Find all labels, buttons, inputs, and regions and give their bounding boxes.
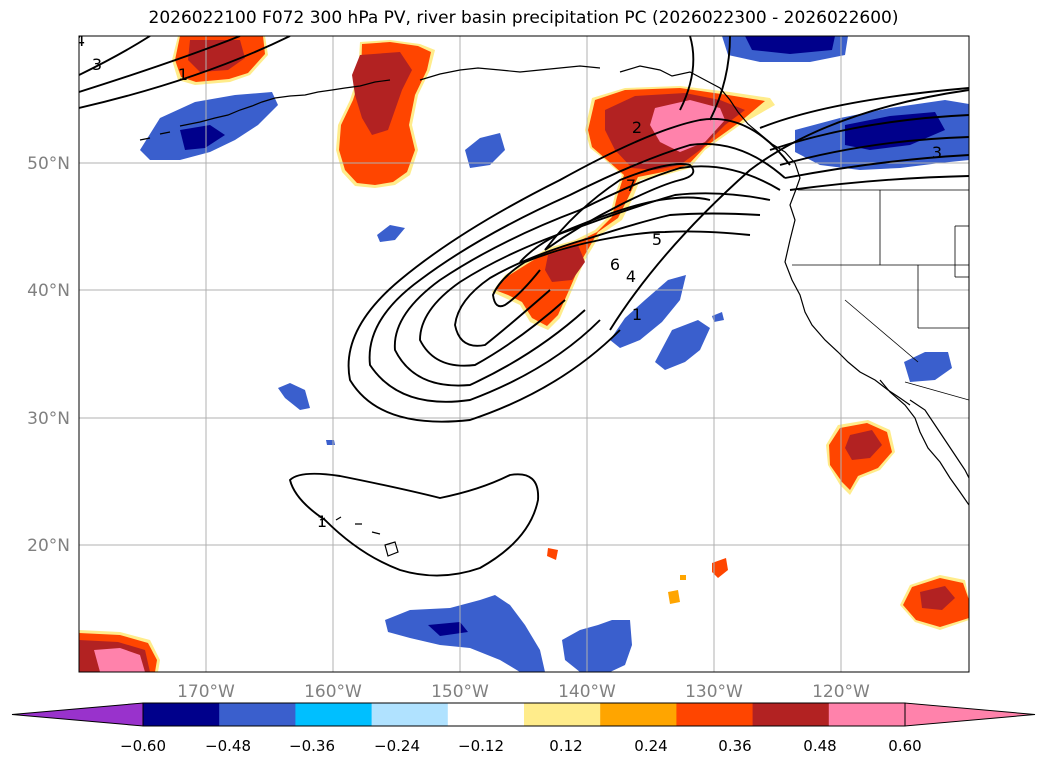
contour-label: 6 — [610, 255, 620, 274]
contour-label-layer: 4 3 1 2 7 5 6 4 1 3 1 — [75, 31, 942, 531]
pv-contour-1 — [609, 89, 969, 331]
contour-label: 4 — [626, 267, 636, 286]
contour-label: 7 — [626, 176, 636, 195]
pv-contour-6 — [454, 212, 761, 347]
pv-contours — [79, 36, 969, 577]
lon-label: 170°W — [177, 682, 235, 702]
colorbar-segment — [600, 703, 677, 726]
colorbar-extend-max — [904, 702, 1036, 727]
colorbar-segments — [11, 702, 1036, 727]
colorbar-frame — [142, 702, 906, 727]
colorbar-tick-label: −0.24 — [374, 737, 420, 755]
contour-label: 1 — [632, 305, 642, 324]
lat-label: 30°N — [27, 409, 70, 429]
map-frame — [78, 35, 970, 673]
alaska-coast — [619, 65, 911, 406]
alaska-peninsula — [419, 65, 601, 81]
colorbar-segment — [676, 703, 754, 726]
precip-small-3 — [668, 590, 680, 604]
lat-label: 40°N — [27, 281, 70, 301]
lon-label: 150°W — [431, 682, 489, 702]
contour-label: 2 — [632, 118, 642, 137]
colorbar-segment — [828, 703, 906, 726]
neg-blob-hawaii-south — [385, 595, 545, 672]
neg-blob-small-2 — [377, 225, 405, 242]
lat-label: 20°N — [27, 536, 70, 556]
colorbar-segment — [752, 703, 830, 726]
colorbar-tick-label: −0.12 — [458, 737, 504, 755]
contour-label: 5 — [652, 230, 662, 249]
colorbar-segment — [371, 703, 449, 726]
colorbar-extend-min — [11, 702, 144, 727]
precip-small-1 — [547, 548, 558, 560]
neg-blob-south-2 — [562, 620, 632, 672]
colorbar-tick-label: 0.48 — [803, 737, 836, 755]
graticule — [79, 36, 969, 672]
state-borders — [792, 189, 969, 401]
colorbar-tick-label: −0.48 — [205, 737, 251, 755]
colorbar-tick-label: −0.36 — [289, 737, 335, 755]
pv-contour-outer — [347, 118, 791, 423]
baja-coast — [879, 379, 969, 506]
colorbar-segment — [524, 703, 601, 726]
contour-label: 1 — [178, 65, 188, 84]
colorbar-segment — [295, 703, 373, 726]
precip-positive-shading — [79, 36, 969, 672]
colorbar-segment — [447, 703, 525, 726]
aleutian-chain — [139, 79, 391, 141]
neg-blob-small-1 — [465, 133, 505, 168]
neg-blob-small-3 — [278, 383, 310, 410]
lon-label: 130°W — [685, 682, 743, 702]
pv-contour-7 — [544, 163, 695, 251]
neg-blob-small-5 — [326, 440, 335, 445]
contour-label: 4 — [75, 31, 85, 50]
pv-contour-south-1 — [288, 472, 539, 577]
colorbar-tick-label: 0.60 — [888, 737, 921, 755]
colorbar-tick-label: 0.24 — [634, 737, 667, 755]
contour-label: 1 — [317, 512, 327, 531]
lon-label: 120°W — [812, 682, 870, 702]
colorbar: −0.60 −0.48 −0.36 −0.24 −0.12 0.12 0.24 … — [11, 702, 1036, 755]
colorbar-tick-label: 0.36 — [718, 737, 751, 755]
contour-label: 3 — [92, 55, 102, 74]
map-title: 2026022100 F072 300 hPa PV, river basin … — [148, 8, 899, 28]
precip-small-2 — [712, 558, 728, 578]
contour-label: 3 — [932, 143, 942, 162]
lon-label: 160°W — [304, 682, 362, 702]
lat-label: 50°N — [27, 154, 70, 174]
neg-blob-offshore-2 — [655, 320, 710, 370]
lat-labels: 50°N 40°N 30°N 20°N — [27, 154, 70, 556]
colorbar-tick-label: −0.60 — [120, 737, 166, 755]
neg-blob-small-6 — [712, 312, 724, 322]
mexico-mainland — [909, 399, 969, 479]
lon-label: 140°W — [558, 682, 616, 702]
neg-blob-offshore — [610, 275, 686, 348]
colorbar-ticks: −0.60 −0.48 −0.36 −0.24 −0.12 0.12 0.24 … — [120, 737, 922, 755]
precip-small-4 — [680, 575, 686, 580]
lon-labels: 170°W 160°W 150°W 140°W 130°W 120°W — [177, 682, 870, 702]
colorbar-segment — [143, 703, 220, 726]
neg-blob-small-4 — [904, 352, 952, 382]
colorbar-segment — [219, 703, 296, 726]
colorbar-tick-label: 0.12 — [549, 737, 582, 755]
